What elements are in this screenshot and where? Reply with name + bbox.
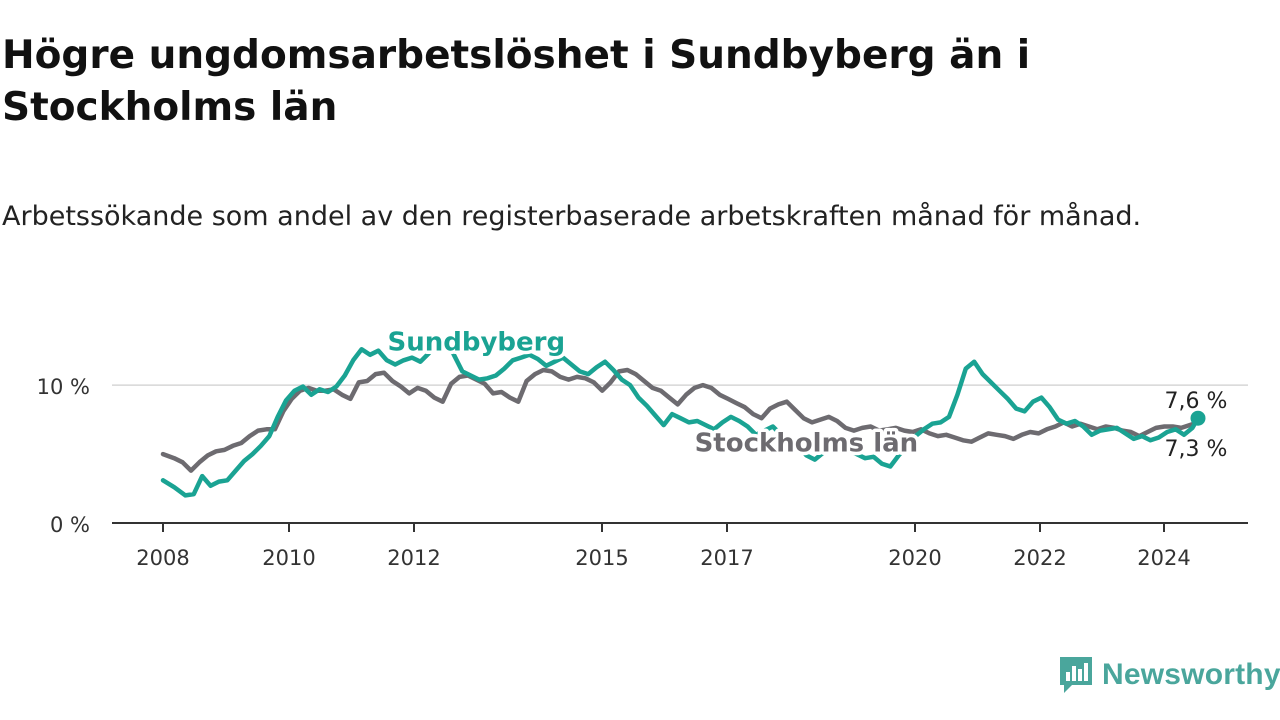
series-line-sundbyberg — [160, 337, 1201, 498]
x-tick-label-2010: 2010 — [262, 546, 315, 570]
newsworthy-logo-icon — [1060, 657, 1092, 693]
brand-logo: Newsworthy — [1058, 654, 1280, 696]
x-tick-label-2022: 2022 — [1013, 546, 1066, 570]
series-label-sundbyberg: Sundbyberg — [387, 328, 565, 358]
x-tick-label-2017: 2017 — [700, 546, 753, 570]
x-tick-label-2012: 2012 — [387, 546, 440, 570]
x-tick-label-2024: 2024 — [1137, 546, 1190, 570]
chart-title: Högre ungdomsarbetslöshet i Sundbyberg ä… — [2, 33, 1031, 130]
series-label-stockholm: Stockholms län — [695, 428, 919, 458]
end-value-label-stockholm: 7,3 % — [1165, 437, 1228, 462]
y-tick-label-1: 10 % — [37, 375, 90, 399]
end-value-label-sundbyberg: 7,6 % — [1165, 389, 1228, 414]
chart-subtitle: Arbetssökande som andel av den registerb… — [2, 201, 1142, 232]
series-line-stockholm — [160, 367, 1201, 473]
brand-name: Newsworthy — [1102, 658, 1280, 691]
x-tick-label-2020: 2020 — [888, 546, 941, 570]
end-marker-sundbyberg — [1190, 410, 1206, 426]
x-tick-label-2015: 2015 — [575, 546, 628, 570]
y-tick-label-0: 0 % — [50, 513, 90, 537]
x-tick-label-2008: 2008 — [136, 546, 189, 570]
